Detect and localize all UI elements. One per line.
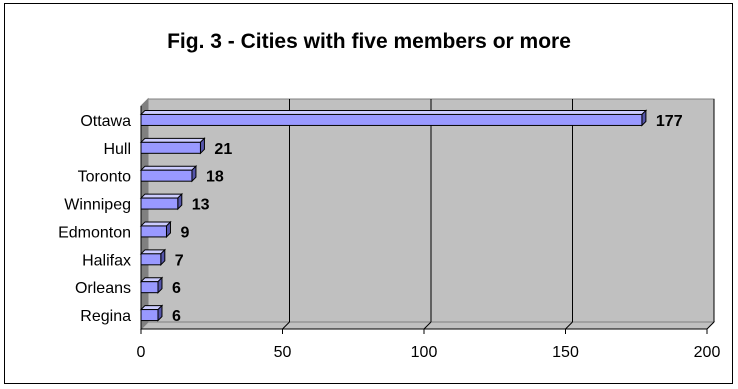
category-label: Ottawa	[80, 113, 131, 130]
gridline-floor	[423, 321, 432, 330]
x-tick-label: 50	[274, 344, 292, 361]
data-label: 6	[172, 308, 181, 325]
category-label: Regina	[80, 308, 131, 325]
bar	[140, 113, 643, 126]
gridline-floor	[282, 321, 290, 330]
category-label: Toronto	[78, 169, 131, 186]
data-label: 9	[180, 224, 189, 241]
category-label: Edmonton	[58, 224, 131, 241]
category-label: Halifax	[82, 252, 131, 269]
bar	[140, 253, 162, 266]
x-tick-label: 100	[411, 344, 438, 361]
data-label: 6	[172, 280, 181, 297]
bar-top-face	[139, 137, 206, 143]
bar	[140, 197, 179, 210]
data-label: 13	[192, 197, 210, 214]
data-label: 177	[656, 113, 683, 130]
category-label: Hull	[103, 141, 131, 158]
chart-title: Fig. 3 - Cities with five members or mor…	[167, 30, 571, 53]
bar	[140, 309, 159, 322]
bar-top-face	[139, 165, 198, 171]
category-label: Winnipeg	[64, 197, 131, 214]
gridline-floor	[706, 321, 715, 330]
bar	[140, 281, 159, 294]
bar-top-face	[139, 221, 172, 227]
data-label: 7	[175, 252, 184, 269]
data-label: 18	[206, 169, 224, 186]
bar	[140, 169, 193, 182]
bar	[140, 225, 167, 238]
x-tick-label: 0	[137, 344, 146, 361]
data-label: 21	[214, 141, 232, 158]
plot-side-wall	[140, 97, 149, 331]
category-label: Orleans	[75, 280, 131, 297]
bar-top-face	[139, 193, 183, 199]
bar-top-face	[139, 109, 648, 115]
gridline-floor	[565, 321, 573, 330]
x-tick-label: 150	[552, 344, 579, 361]
x-tick-label: 200	[694, 344, 721, 361]
bar	[140, 141, 201, 154]
